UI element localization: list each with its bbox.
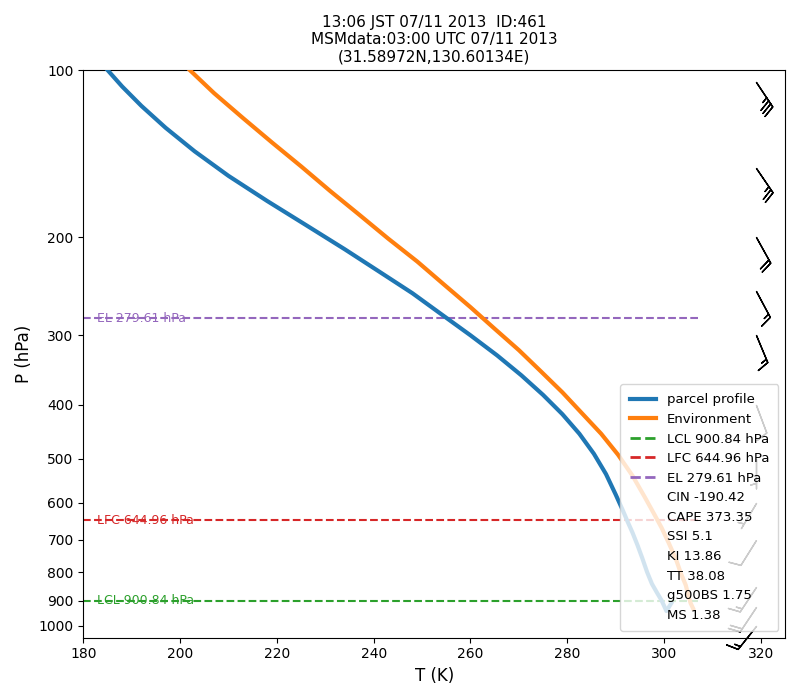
X-axis label: T (K): T (K) — [414, 667, 454, 685]
Text: LCL 900.84 hPa: LCL 900.84 hPa — [98, 594, 194, 607]
Title: 13:06 JST 07/11 2013  ID:461
MSMdata:03:00 UTC 07/11 2013
(31.58972N,130.60134E): 13:06 JST 07/11 2013 ID:461 MSMdata:03:0… — [311, 15, 558, 65]
Legend: parcel profile, Environment, LCL 900.84 hPa, LFC 644.96 hPa, EL 279.61 hPa, CIN : parcel profile, Environment, LCL 900.84 … — [621, 384, 778, 631]
Text: LFC 644.96 hPa: LFC 644.96 hPa — [98, 514, 194, 526]
Text: EL 279.61 hPa: EL 279.61 hPa — [98, 312, 186, 325]
Y-axis label: P (hPa): P (hPa) — [15, 325, 33, 383]
